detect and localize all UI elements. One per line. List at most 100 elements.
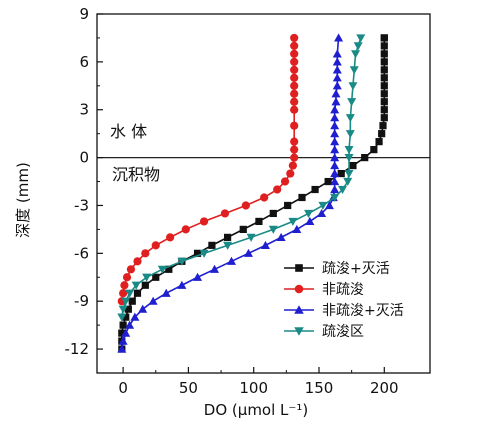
data-point — [273, 185, 282, 194]
data-point — [122, 313, 130, 321]
data-point — [331, 97, 341, 106]
x-axis: 0 50 100 150 200 — [118, 367, 399, 397]
legend-marker — [295, 264, 303, 272]
data-point — [124, 305, 132, 313]
data-point — [290, 33, 299, 43]
data-point — [347, 98, 357, 107]
data-point — [378, 130, 386, 138]
data-point — [345, 130, 355, 139]
data-point — [268, 225, 278, 234]
data-point — [380, 66, 388, 74]
annotation-sediment: 沉积物 — [112, 165, 160, 184]
plot-area — [96, 13, 431, 374]
data-point — [317, 208, 327, 218]
x-tick-label: 150 — [305, 379, 334, 397]
data-point — [380, 82, 388, 90]
data-point — [260, 240, 270, 249]
series-1 — [117, 33, 299, 306]
data-point — [288, 217, 298, 226]
legend-item: 非疏浚 — [284, 282, 364, 298]
y-tick-label: 3 — [79, 101, 89, 119]
data-point — [337, 169, 345, 178]
y-tick-label: -9 — [74, 292, 89, 310]
data-point — [138, 304, 148, 313]
legend-marker — [294, 327, 304, 336]
data-point — [119, 321, 127, 329]
data-point — [375, 138, 383, 146]
data-point — [290, 105, 299, 114]
legend-label: 疏浚区 — [322, 324, 364, 340]
data-point — [330, 129, 340, 138]
data-point — [118, 305, 128, 314]
data-point — [344, 146, 354, 155]
data-point — [125, 320, 135, 329]
series-2 — [117, 33, 344, 353]
data-point — [330, 121, 340, 130]
data-point — [121, 328, 131, 337]
series-layer — [117, 33, 388, 353]
data-point — [141, 249, 150, 258]
data-point — [177, 257, 187, 266]
data-point — [151, 241, 160, 250]
data-point — [199, 249, 209, 258]
data-point — [241, 201, 250, 210]
legend-item: 非疏浚+灭活 — [284, 303, 404, 319]
data-point — [349, 66, 359, 75]
data-point — [208, 241, 216, 249]
data-point — [290, 153, 299, 162]
data-point — [290, 145, 299, 154]
data-point — [117, 344, 127, 353]
data-point — [349, 161, 357, 170]
y-axis: 9 6 3 0 -3 -6 -9 -12 — [65, 5, 103, 358]
data-point — [118, 336, 128, 345]
data-point — [126, 265, 136, 274]
data-point — [118, 329, 126, 337]
data-point — [334, 33, 344, 42]
data-point — [177, 280, 187, 289]
data-point — [330, 185, 340, 194]
data-point — [165, 265, 173, 273]
data-point — [380, 74, 388, 82]
data-point — [290, 49, 299, 58]
legend-item: 疏浚+灭活 — [284, 261, 390, 277]
data-point — [246, 233, 256, 242]
data-point — [255, 217, 263, 226]
data-point — [330, 145, 340, 154]
data-point — [324, 177, 332, 186]
data-point — [344, 169, 354, 179]
data-point — [330, 137, 340, 146]
data-point — [379, 122, 387, 130]
data-point — [332, 73, 342, 82]
data-point — [199, 217, 209, 226]
data-point — [223, 233, 232, 241]
data-point — [338, 185, 348, 195]
data-point — [380, 90, 388, 98]
data-point — [280, 177, 290, 186]
data-point — [343, 177, 353, 187]
data-point — [380, 114, 388, 122]
y-tick-label: 9 — [79, 5, 89, 23]
data-point — [290, 73, 299, 82]
legend-label: 非疏浚 — [322, 282, 364, 298]
series-0 — [118, 34, 388, 353]
data-point — [133, 289, 142, 297]
data-point — [304, 209, 314, 218]
data-point — [332, 49, 342, 58]
data-point — [133, 257, 142, 266]
data-point — [332, 81, 342, 90]
data-point — [286, 169, 295, 178]
data-point — [121, 297, 131, 306]
data-point — [330, 177, 340, 186]
x-axis-title: DO (μmol L⁻¹) — [204, 401, 308, 419]
data-point — [380, 34, 388, 42]
data-point — [332, 57, 342, 66]
legend-label: 疏浚+灭活 — [322, 261, 390, 277]
data-point — [269, 209, 277, 218]
series-line — [121, 37, 386, 350]
data-point — [290, 121, 299, 130]
y-tick-label: -12 — [65, 340, 90, 358]
data-point — [330, 169, 340, 178]
data-point — [361, 154, 369, 162]
data-point — [380, 50, 388, 58]
